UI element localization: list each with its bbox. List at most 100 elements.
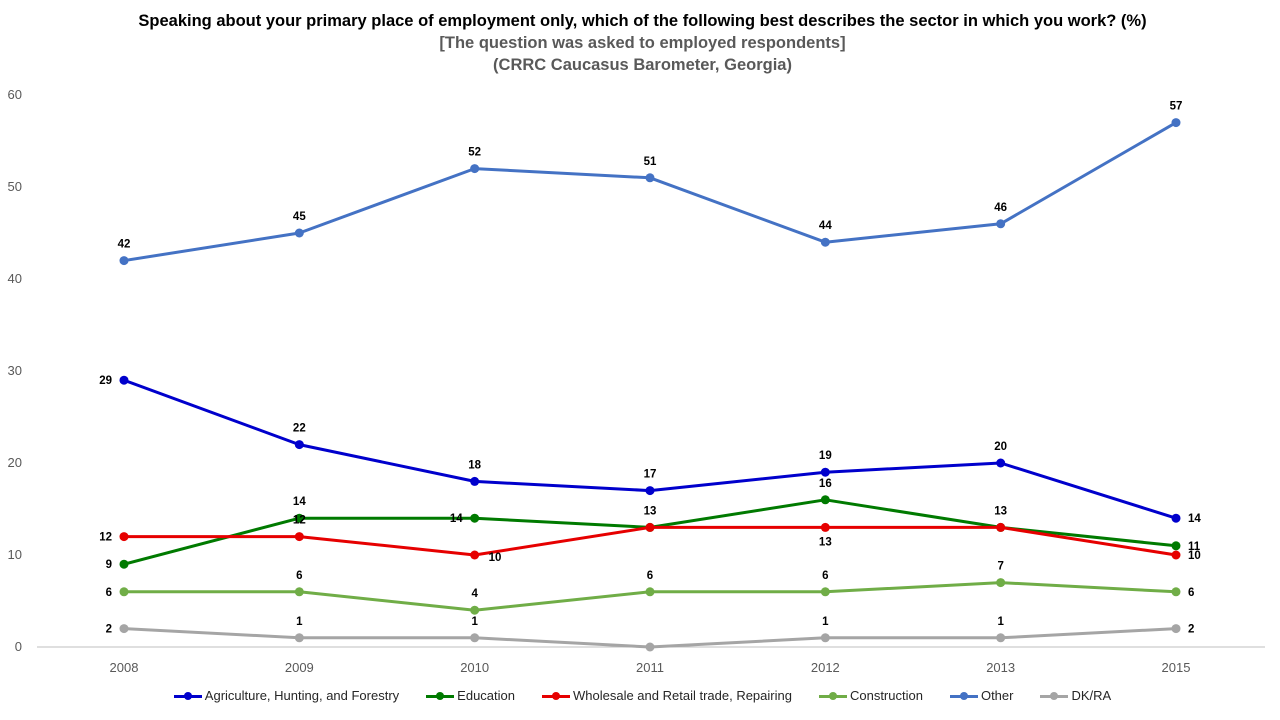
chart-subtitle-2: (CRRC Caucasus Barometer, Georgia) (493, 56, 792, 74)
data-point-other (645, 173, 655, 183)
legend-item-dk-ra: DK/RA (1040, 688, 1111, 703)
data-label-construction: 6 (647, 570, 653, 582)
data-point-dk-ra (1171, 624, 1181, 634)
data-label-agriculture-hunting-and-forestry: 22 (293, 423, 306, 435)
data-point-education (820, 495, 830, 505)
y-tick-label: 40 (8, 271, 22, 286)
data-label-other: 42 (118, 239, 131, 251)
legend-swatch (542, 691, 570, 701)
data-point-agriculture-hunting-and-forestry (470, 476, 480, 486)
data-label-construction: 6 (106, 587, 112, 599)
legend-swatch (1040, 691, 1069, 701)
data-label-construction: 6 (1188, 587, 1194, 599)
legend: Agriculture, Hunting, and Forestry Educat… (0, 688, 1280, 703)
data-point-wholesale-and-retail-trade-repairing (470, 550, 480, 560)
series-line-other (123, 121, 1177, 263)
data-point-education (1171, 541, 1181, 551)
data-label-other: 51 (644, 156, 657, 168)
data-point-dk-ra (996, 633, 1006, 643)
data-point-other (294, 228, 304, 238)
data-label-construction: 6 (822, 570, 828, 582)
data-point-education (470, 513, 480, 523)
data-point-agriculture-hunting-and-forestry (119, 375, 129, 385)
data-point-wholesale-and-retail-trade-repairing (1171, 550, 1181, 560)
data-point-wholesale-and-retail-trade-repairing (119, 532, 129, 542)
data-point-agriculture-hunting-and-forestry (294, 440, 304, 450)
data-label-education: 14 (293, 496, 306, 508)
chart-title: Speaking about your primary place of emp… (138, 12, 1147, 30)
data-point-education (119, 559, 129, 569)
data-point-dk-ra (119, 624, 129, 634)
legend-label: Construction (849, 688, 923, 703)
data-label-dk-ra: 1 (822, 616, 829, 628)
y-tick-label: 20 (8, 455, 22, 470)
data-point-other (996, 219, 1006, 229)
x-tick-label: 2013 (986, 660, 1015, 675)
data-point-agriculture-hunting-and-forestry (1171, 513, 1181, 523)
legend-label: Wholesale and Retail trade, Repairing (573, 688, 792, 703)
legend-label: DK/RA (1071, 688, 1112, 703)
legend-swatch (426, 691, 455, 701)
data-point-dk-ra (294, 633, 304, 643)
data-point-agriculture-hunting-and-forestry (645, 486, 655, 496)
title-block: Speaking about your primary place of emp… (0, 10, 1280, 76)
data-point-wholesale-and-retail-trade-repairing (645, 522, 655, 532)
legend-label: Education (457, 688, 515, 703)
data-point-construction (1171, 587, 1181, 597)
legend-label: Other (980, 688, 1014, 703)
data-label-construction: 4 (471, 588, 478, 600)
x-tick-label: 2010 (460, 660, 489, 675)
data-label-other: 46 (994, 202, 1007, 214)
data-point-construction (119, 587, 129, 597)
data-point-wholesale-and-retail-trade-repairing (294, 532, 304, 542)
data-label-dk-ra: 1 (471, 616, 478, 628)
legend-swatch (949, 691, 978, 701)
chart-subtitle-1: [The question was asked to employed resp… (439, 34, 846, 52)
data-point-construction (294, 587, 304, 597)
data-label-wholesale-and-retail-trade-repairing: 12 (293, 515, 306, 527)
data-label-wholesale-and-retail-trade-repairing: 12 (99, 532, 112, 544)
data-label-education: 13 (644, 505, 657, 517)
data-point-agriculture-hunting-and-forestry (820, 467, 830, 477)
data-label-education: 14 (450, 513, 463, 525)
y-tick-label: 0 (15, 639, 22, 654)
data-label-dk-ra: 1 (997, 616, 1004, 628)
data-point-dk-ra (470, 633, 480, 643)
data-point-other (820, 237, 830, 247)
data-point-wholesale-and-retail-trade-repairing (820, 522, 830, 532)
data-point-construction (820, 587, 830, 597)
data-label-agriculture-hunting-and-forestry: 14 (1188, 513, 1201, 525)
data-point-agriculture-hunting-and-forestry (996, 458, 1006, 468)
data-label-education: 13 (994, 505, 1007, 517)
data-point-dk-ra (645, 642, 655, 652)
data-label-education: 11 (1188, 541, 1201, 553)
data-point-construction (470, 605, 480, 615)
data-label-other: 45 (293, 211, 306, 223)
data-label-agriculture-hunting-and-forestry: 29 (99, 375, 112, 387)
data-label-construction: 7 (997, 561, 1003, 573)
data-label-agriculture-hunting-and-forestry: 17 (644, 469, 657, 481)
y-tick-label: 50 (8, 179, 22, 194)
data-point-dk-ra (820, 633, 830, 643)
y-tick-label: 10 (8, 547, 22, 562)
legend-item-education: Education (426, 688, 515, 703)
x-tick-label: 2015 (1162, 660, 1191, 675)
data-point-education (294, 513, 304, 523)
legend-item-other: Other (949, 688, 1014, 703)
data-point-construction (645, 587, 655, 597)
x-tick-label: 2009 (285, 660, 314, 675)
legend-item-agriculture-hunting-and-forestry: Agriculture, Hunting, and Forestry (173, 688, 399, 703)
data-label-agriculture-hunting-and-forestry: 18 (468, 459, 481, 471)
data-point-construction (996, 578, 1006, 588)
legend-swatch (173, 691, 202, 701)
legend-item-wholesale-and-retail-trade-repairing: Wholesale and Retail trade, Repairing (542, 688, 792, 703)
data-label-education: 9 (106, 559, 112, 571)
data-label-other: 52 (468, 147, 481, 159)
data-label-construction: 6 (296, 570, 302, 582)
y-tick-label: 30 (8, 363, 22, 378)
data-label-wholesale-and-retail-trade-repairing: 10 (489, 552, 502, 564)
data-label-other: 57 (1170, 101, 1183, 113)
data-label-wholesale-and-retail-trade-repairing: 13 (819, 536, 832, 548)
data-label-other: 44 (819, 220, 832, 232)
